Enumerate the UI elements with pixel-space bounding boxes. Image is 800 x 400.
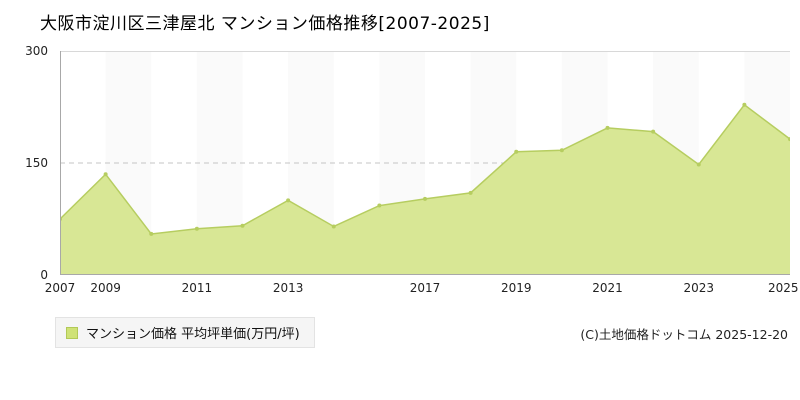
legend: マンション価格 平均坪単価(万円/坪) [55,317,315,348]
legend-label: マンション価格 平均坪単価(万円/坪) [86,327,300,342]
data-point-marker [651,129,656,134]
data-point-marker [742,102,747,107]
y-tick-label: 150 [25,156,48,170]
data-point-marker [377,203,382,208]
data-point-marker [240,223,245,228]
data-point-marker [559,148,564,153]
copyright-text: (C)土地価格ドットコム 2025-12-20 [580,327,788,342]
data-point-marker [605,125,610,130]
x-tick-label: 2025 [768,281,799,295]
plot-area [60,51,790,275]
price-area-chart [60,51,790,275]
data-point-marker [514,149,519,154]
data-point-marker [468,190,473,195]
data-point-marker [103,172,108,177]
chart-title: 大阪市淀川区三津屋北 マンション価格推移[2007-2025] [40,14,490,34]
x-tick-label: 2019 [500,281,532,295]
data-point-marker [331,224,336,229]
data-point-marker [696,162,701,167]
x-tick-label: 2023 [683,281,715,295]
legend-marker-icon [66,326,78,339]
data-point-marker [423,196,427,201]
y-tick-label: 0 [40,268,48,282]
data-point-marker [788,137,790,142]
x-axis: 2007 2009 2011 2013 2017 2019 2021 2023 2025 [45,281,799,297]
data-point-marker [149,231,154,236]
x-tick-label: 2009 [90,281,121,295]
x-tick-label: 2017 [409,281,441,295]
x-tick-label: 2007 [44,281,76,295]
x-tick-label: 2013 [272,281,304,295]
price-area [60,104,790,275]
data-point-marker [286,198,291,203]
data-point-marker [194,226,199,231]
y-tick-label: 300 [25,44,48,58]
x-tick-label: 2021 [592,281,623,295]
x-tick-label: 2011 [181,281,213,295]
y-axis: 0 150 300 [0,44,55,282]
